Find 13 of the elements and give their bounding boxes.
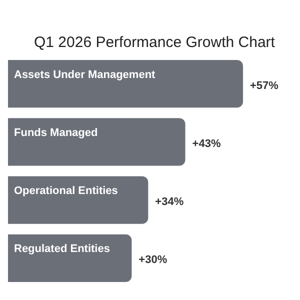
data-label: +34%	[155, 196, 184, 208]
y-tick-label: Funds Managed	[14, 126, 98, 139]
bar	[8, 118, 186, 166]
y-tick-label: Operational Entities	[14, 185, 118, 198]
bar	[8, 234, 132, 282]
y-tick-label: Regulated Entities	[14, 243, 110, 256]
bar	[8, 176, 148, 224]
data-label: +43%	[192, 138, 221, 150]
bar	[8, 60, 243, 108]
y-tick-label: Assets Under Management	[14, 68, 156, 81]
data-label: +57%	[250, 80, 279, 92]
data-label: +30%	[138, 254, 168, 266]
chart-title: Q1 2026 Performance Growth Chart	[34, 34, 276, 51]
